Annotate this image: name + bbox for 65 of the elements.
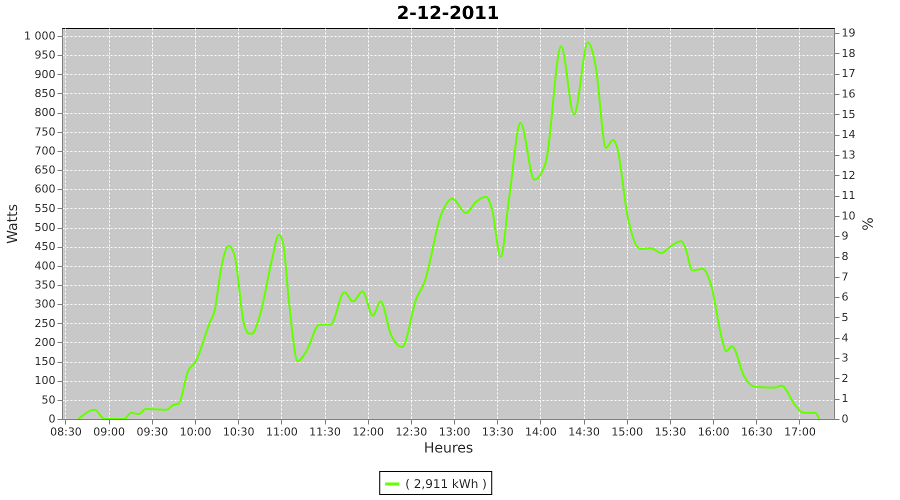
x-tick-label: 09:00 (93, 426, 125, 438)
y2-tick-label: 17 (842, 67, 856, 80)
x-tick-label: 09:30 (136, 426, 168, 438)
y2-tick-label: 3 (842, 352, 848, 365)
x-tick-label: 14:00 (525, 426, 557, 438)
y2-tick-label: 4 (842, 331, 848, 344)
y-tick-label: 1 000 (24, 30, 56, 43)
y-tick-label: 550 (34, 202, 56, 215)
y-axis-title: Watts (5, 204, 22, 244)
chart-title: 2-12-2011 (396, 3, 500, 24)
y2-tick-label: 12 (842, 168, 856, 182)
y2-tick-label: 15 (842, 108, 856, 121)
y2-tick-label: 1 (842, 392, 848, 406)
y-tick-label: 800 (34, 106, 56, 120)
y-tick-label: 150 (34, 355, 56, 368)
y-tick-label: 950 (34, 48, 56, 62)
y2-tick-label: 19 (842, 26, 856, 40)
x-tick-label: 13:00 (438, 426, 470, 438)
y-tick-label: 0 (48, 412, 56, 426)
y2-tick-label: 0 (842, 412, 848, 426)
y2-tick-label: 6 (842, 290, 848, 304)
y2-tick-label: 18 (842, 46, 856, 60)
x-tick-label: 12:00 (352, 426, 384, 438)
y2-tick-label: 8 (842, 250, 848, 264)
y-tick-label: 300 (34, 298, 56, 311)
y2-tick-label: 11 (842, 189, 856, 202)
x-tick-label: 15:30 (654, 426, 686, 438)
y-tick-label: 850 (34, 86, 56, 100)
y2-tick-label: 9 (842, 230, 848, 243)
y-tick-label: 50 (42, 393, 56, 406)
x-tick-label: 16:00 (698, 426, 730, 438)
y2-tick-label: 14 (842, 128, 856, 142)
y-tick-label: 350 (34, 278, 56, 292)
x-tick-label: 17:00 (784, 426, 816, 438)
y-tick-label: 750 (34, 125, 56, 138)
x-axis-title: Heures (424, 440, 474, 456)
x-tick-label: 14:30 (568, 426, 600, 438)
y-tick-label: 600 (34, 182, 56, 196)
x-tick-label: 10:00 (180, 426, 212, 438)
y-tick-label: 500 (34, 221, 56, 234)
y-tick-label: 100 (34, 374, 56, 388)
y2-axis-title: % (858, 217, 874, 231)
y2-tick-label: 7 (842, 270, 848, 284)
y2-tick-label: 16 (842, 88, 856, 101)
y-tick-label: 450 (34, 240, 56, 254)
x-tick-label: 15:00 (611, 426, 644, 438)
y-tick-label: 700 (34, 144, 56, 158)
x-tick-label: 16:30 (740, 426, 773, 438)
x-tick-label: 11:30 (309, 426, 341, 438)
y2-tick-label: 2 (842, 372, 848, 385)
y-tick-label: 250 (34, 316, 56, 330)
legend-label: ( 2,911 kWh ) (405, 477, 487, 491)
line-series (77, 42, 820, 419)
y2-tick-label: 5 (842, 310, 848, 324)
x-tick-label: 13:30 (482, 426, 514, 438)
y2-tick-label: 10 (842, 209, 856, 222)
y2-tick-label: 13 (842, 148, 856, 162)
y-tick-label: 900 (34, 68, 56, 81)
x-tick-label: 10:30 (222, 426, 255, 438)
y-tick-label: 200 (34, 336, 56, 349)
x-tick-label: 11:00 (266, 426, 298, 438)
y-tick-label: 400 (34, 259, 56, 272)
y-tick-label: 650 (34, 164, 56, 177)
x-tick-label: 08:30 (50, 426, 82, 438)
x-tick-label: 12:30 (396, 426, 428, 438)
